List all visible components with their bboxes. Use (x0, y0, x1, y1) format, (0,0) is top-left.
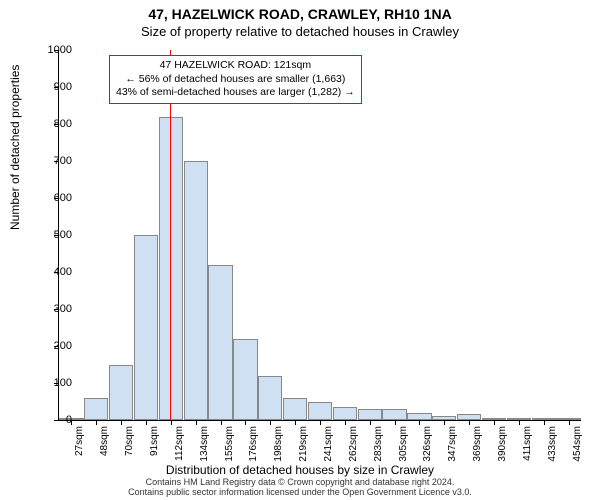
xtick-label: 176sqm (248, 426, 259, 462)
ytick-mark (54, 420, 59, 421)
xtick-label: 326sqm (422, 426, 433, 462)
xtick-label: 433sqm (547, 426, 558, 462)
xtick-label: 48sqm (99, 426, 110, 456)
ytick-label: 800 (54, 118, 72, 130)
ytick-label: 900 (54, 81, 72, 93)
histogram-bar (283, 398, 307, 420)
xtick-label: 70sqm (124, 426, 135, 456)
y-axis-label: Number of detached properties (8, 65, 22, 230)
xtick-label: 155sqm (224, 426, 235, 462)
callout-box: 47 HAZELWICK ROAD: 121sqm← 56% of detach… (109, 55, 362, 104)
attribution-line2: Contains public sector information licen… (0, 488, 600, 498)
ytick-label: 500 (54, 229, 72, 241)
histogram-bar (208, 265, 232, 420)
histogram-bar (134, 235, 158, 420)
histogram-bar (84, 398, 108, 420)
reference-line (170, 50, 171, 420)
xtick-label: 369sqm (472, 426, 483, 462)
ytick-label: 1000 (48, 44, 72, 56)
xtick-label: 283sqm (373, 426, 384, 462)
xtick-mark (320, 420, 321, 425)
xtick-mark (395, 420, 396, 425)
histogram-bar (233, 339, 257, 420)
xtick-mark (494, 420, 495, 425)
xtick-mark (469, 420, 470, 425)
plot-region: 47 HAZELWICK ROAD: 121sqm← 56% of detach… (58, 50, 581, 421)
xtick-mark (444, 420, 445, 425)
xtick-mark (96, 420, 97, 425)
xtick-mark (196, 420, 197, 425)
histogram-bar (382, 409, 406, 420)
xtick-mark (569, 420, 570, 425)
xtick-mark (370, 420, 371, 425)
xtick-label: 305sqm (398, 426, 409, 462)
ytick-label: 100 (54, 377, 72, 389)
callout-line2: ← 56% of detached houses are smaller (1,… (116, 73, 355, 87)
callout-line1: 47 HAZELWICK ROAD: 121sqm (116, 59, 355, 73)
xtick-label: 241sqm (323, 426, 334, 462)
chart-title-main: 47, HAZELWICK ROAD, CRAWLEY, RH10 1NA (0, 0, 600, 22)
xtick-mark (519, 420, 520, 425)
xtick-mark (146, 420, 147, 425)
xtick-mark (419, 420, 420, 425)
xtick-mark (245, 420, 246, 425)
xtick-label: 347sqm (447, 426, 458, 462)
xtick-label: 91sqm (149, 426, 160, 456)
xtick-label: 262sqm (348, 426, 359, 462)
xtick-label: 112sqm (174, 426, 185, 461)
ytick-label: 700 (54, 155, 72, 167)
xtick-mark (171, 420, 172, 425)
x-axis-label: Distribution of detached houses by size … (0, 463, 600, 477)
xtick-mark (295, 420, 296, 425)
ytick-label: 200 (54, 340, 72, 352)
callout-line3: 43% of semi-detached houses are larger (… (116, 86, 355, 100)
xtick-label: 411sqm (522, 426, 533, 461)
histogram-bar (308, 402, 332, 421)
histogram-bar (258, 376, 282, 420)
xtick-mark (270, 420, 271, 425)
ytick-label: 300 (54, 303, 72, 315)
xtick-mark (345, 420, 346, 425)
histogram-bar (358, 409, 382, 420)
ytick-label: 0 (66, 414, 72, 426)
histogram-bar (109, 365, 133, 421)
ytick-label: 600 (54, 192, 72, 204)
chart-title-sub: Size of property relative to detached ho… (0, 22, 600, 39)
xtick-mark (544, 420, 545, 425)
histogram-bar (407, 413, 431, 420)
xtick-label: 219sqm (298, 426, 309, 462)
xtick-label: 134sqm (199, 426, 210, 462)
xtick-label: 27sqm (74, 426, 85, 456)
xtick-mark (221, 420, 222, 425)
attribution: Contains HM Land Registry data © Crown c… (0, 478, 600, 498)
xtick-label: 454sqm (572, 426, 583, 462)
xtick-label: 198sqm (273, 426, 284, 462)
histogram-bar (184, 161, 208, 420)
ytick-label: 400 (54, 266, 72, 278)
histogram-bar (333, 407, 357, 420)
chart-area: 47 HAZELWICK ROAD: 121sqm← 56% of detach… (58, 50, 580, 420)
xtick-label: 390sqm (497, 426, 508, 462)
xtick-mark (121, 420, 122, 425)
